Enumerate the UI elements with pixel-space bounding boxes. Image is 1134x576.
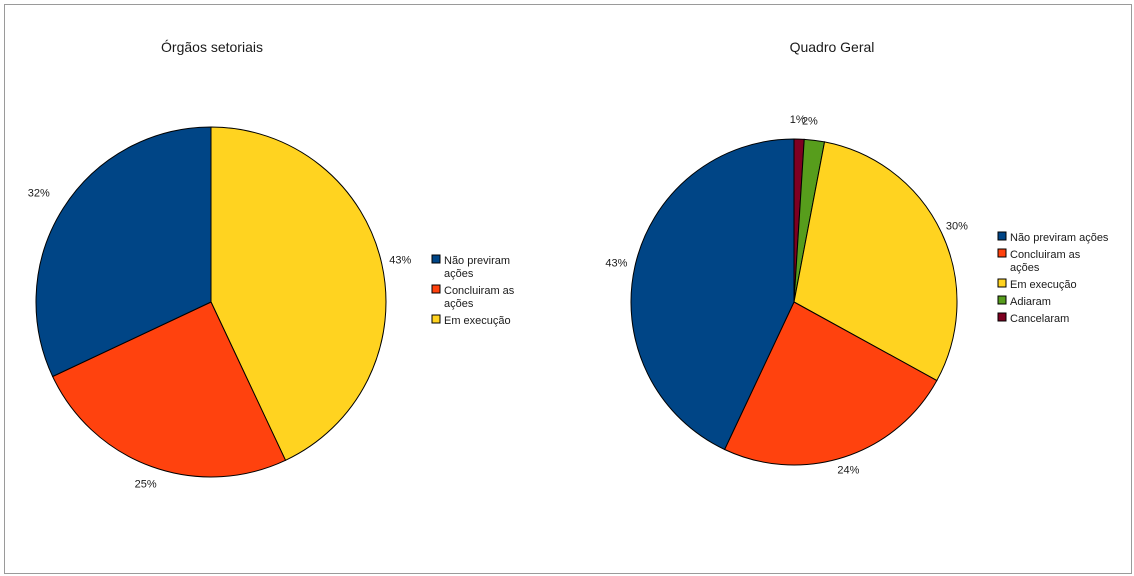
legend-swatch <box>431 314 441 324</box>
pie-slice <box>630 138 795 451</box>
slice-label: 1% <box>790 114 806 126</box>
pie-slice <box>723 301 938 466</box>
slice-label: 24% <box>837 464 859 476</box>
legend-label: Em execução <box>444 315 511 327</box>
pie-slice <box>210 126 387 462</box>
slice-label: 43% <box>389 255 411 267</box>
pie-slice <box>51 301 287 478</box>
slice-label: 43% <box>605 257 627 269</box>
slice-label: 30% <box>946 220 968 232</box>
legend-label: Não previram <box>444 255 510 267</box>
legend-label: Não previram ações <box>1010 232 1109 244</box>
legend-swatch <box>997 231 1007 241</box>
legend-swatch <box>997 278 1007 288</box>
slice-label: 25% <box>135 479 157 491</box>
legend-swatch <box>431 254 441 264</box>
legend-label: Cancelaram <box>1010 313 1069 325</box>
pie-slice <box>793 141 958 382</box>
legend-label: Em execução <box>1010 279 1077 291</box>
chart-title: Quadro Geral <box>790 39 875 55</box>
slice-label: 2% <box>802 115 818 127</box>
legend-label: Concluiram as <box>1010 249 1081 261</box>
legend-swatch <box>997 295 1007 305</box>
legend-label: ações <box>1010 262 1040 274</box>
legend-label: Adiaram <box>1010 296 1051 308</box>
legend-label: ações <box>444 298 474 310</box>
chart-title: Órgãos setoriais <box>161 39 263 55</box>
legend-label: Concluiram as <box>444 285 515 297</box>
legend-swatch <box>431 284 441 294</box>
slice-label: 32% <box>28 188 50 200</box>
pie-slice <box>35 126 212 378</box>
legend-label: ações <box>444 268 474 280</box>
legend-swatch <box>997 248 1007 258</box>
pie-chart-2: Quadro Geral 1%2% 30% 24% 43% Não previram aç… <box>605 39 1109 476</box>
legend-swatch <box>997 312 1007 322</box>
